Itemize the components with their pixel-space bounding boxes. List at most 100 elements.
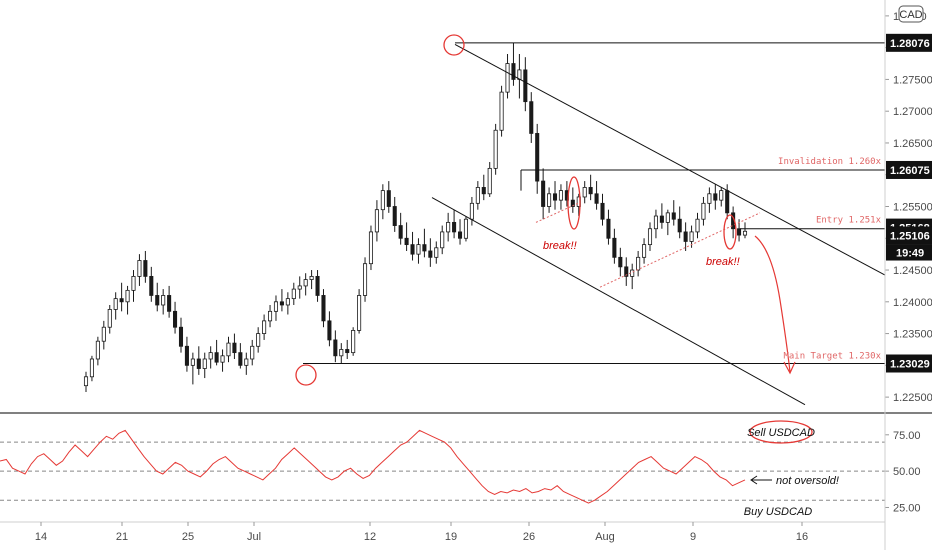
candle (457, 219, 463, 245)
candle (226, 336, 231, 363)
candle (487, 162, 492, 197)
price-axis[interactable]: 1.225001.230001.235001.240001.245001.250… (885, 11, 932, 404)
candle (190, 352, 195, 385)
break-ellipse-2 (723, 214, 737, 250)
candle (695, 212, 700, 239)
candle (558, 184, 563, 210)
candle-body (624, 266, 629, 277)
candle (677, 206, 682, 239)
time-tick-label: 21 (116, 531, 128, 543)
time-axis[interactable]: 14 21 25 Jul 12 19 26 Aug 9 16 (35, 522, 808, 543)
candle (422, 228, 427, 258)
countdown-box (886, 244, 932, 261)
candle (321, 289, 326, 328)
candle (125, 285, 130, 315)
candle-body (113, 298, 118, 310)
candle-body (315, 275, 320, 296)
candle-body (707, 193, 712, 204)
time-tick-label: 26 (523, 531, 535, 543)
trend-drawings: Invalidation 1.260x Entry 1.251x Main Targ… (295, 34, 886, 406)
candle-body (339, 349, 344, 357)
candle-body (196, 358, 201, 369)
candle-body (612, 237, 617, 258)
candle (333, 330, 338, 363)
countdown-label: 19:49 (896, 248, 924, 260)
candle-body (291, 288, 296, 300)
candle-body (83, 376, 89, 387)
sell-note: Sell USDCAD (747, 427, 815, 439)
candle (315, 270, 320, 302)
candle-body (226, 342, 231, 357)
candle-body (327, 320, 332, 341)
candle (689, 225, 694, 248)
candle-body (677, 218, 682, 233)
candle-body (475, 187, 480, 204)
price-badge-label: 1.25106 (890, 231, 930, 243)
price-badge-box (886, 33, 932, 52)
candle-body (642, 244, 647, 258)
candle (588, 174, 593, 201)
price-badge-box (886, 160, 932, 179)
candle (143, 250, 148, 283)
high-circle (443, 34, 465, 56)
candle (719, 187, 724, 207)
price-badge: 1.25106 (886, 226, 932, 245)
candle-body (463, 218, 468, 239)
rsi-pane[interactable]: Sell USDCAD Buy USDCAD not oversold! (0, 420, 885, 518)
invalidation-label: Invalidation 1.260x (778, 157, 882, 167)
candle-body (250, 345, 255, 360)
candle (398, 212, 403, 245)
candle (630, 263, 635, 290)
candle (238, 343, 243, 369)
candle-body (95, 340, 100, 360)
candle-body (202, 358, 207, 369)
candle-body (535, 133, 540, 182)
candle (671, 200, 676, 226)
price-tick-label: 1.27500 (893, 74, 932, 86)
candle-body (558, 190, 563, 201)
candle-body (363, 263, 368, 296)
candle-body (333, 339, 338, 357)
price-tick-label: 1.24500 (893, 265, 932, 277)
symbol-badge[interactable]: CAD (898, 5, 924, 23)
candle-body (552, 193, 558, 201)
price-pane[interactable] (83, 42, 748, 393)
candle-body (131, 275, 136, 291)
candle-body (89, 358, 94, 378)
candle-body (178, 326, 184, 347)
candle-body (630, 269, 635, 277)
price-tick-label: 1.27000 (893, 106, 932, 118)
candle-body (594, 193, 599, 204)
candle (339, 343, 344, 364)
candle-body (505, 63, 510, 93)
time-tick-label: 9 (690, 531, 696, 543)
candle-body (410, 244, 415, 255)
candle (683, 222, 688, 251)
candle (363, 257, 368, 302)
candle-body (155, 295, 160, 306)
candle-body (262, 320, 267, 334)
candle-body (357, 295, 362, 331)
rsi-tick-label: 25.00 (893, 502, 921, 514)
candle (297, 276, 302, 299)
candle (404, 222, 409, 251)
candle-body (452, 221, 457, 233)
candle-body (416, 244, 421, 255)
candle-body (143, 260, 148, 277)
candle-body (665, 212, 670, 223)
candle (742, 222, 748, 239)
candle (101, 320, 106, 350)
sell-ellipse (749, 420, 813, 444)
candle (149, 266, 154, 302)
candle (273, 295, 279, 321)
candle (463, 216, 468, 242)
candle (523, 57, 528, 112)
candle (113, 292, 118, 320)
candle-body (683, 231, 688, 242)
rsi-axis[interactable]: 25.00 50.00 75.00 (885, 430, 921, 515)
break-label-2: break!! (706, 256, 740, 268)
rising-support-line (599, 212, 761, 288)
candle (659, 203, 664, 229)
candle-body (570, 199, 575, 207)
